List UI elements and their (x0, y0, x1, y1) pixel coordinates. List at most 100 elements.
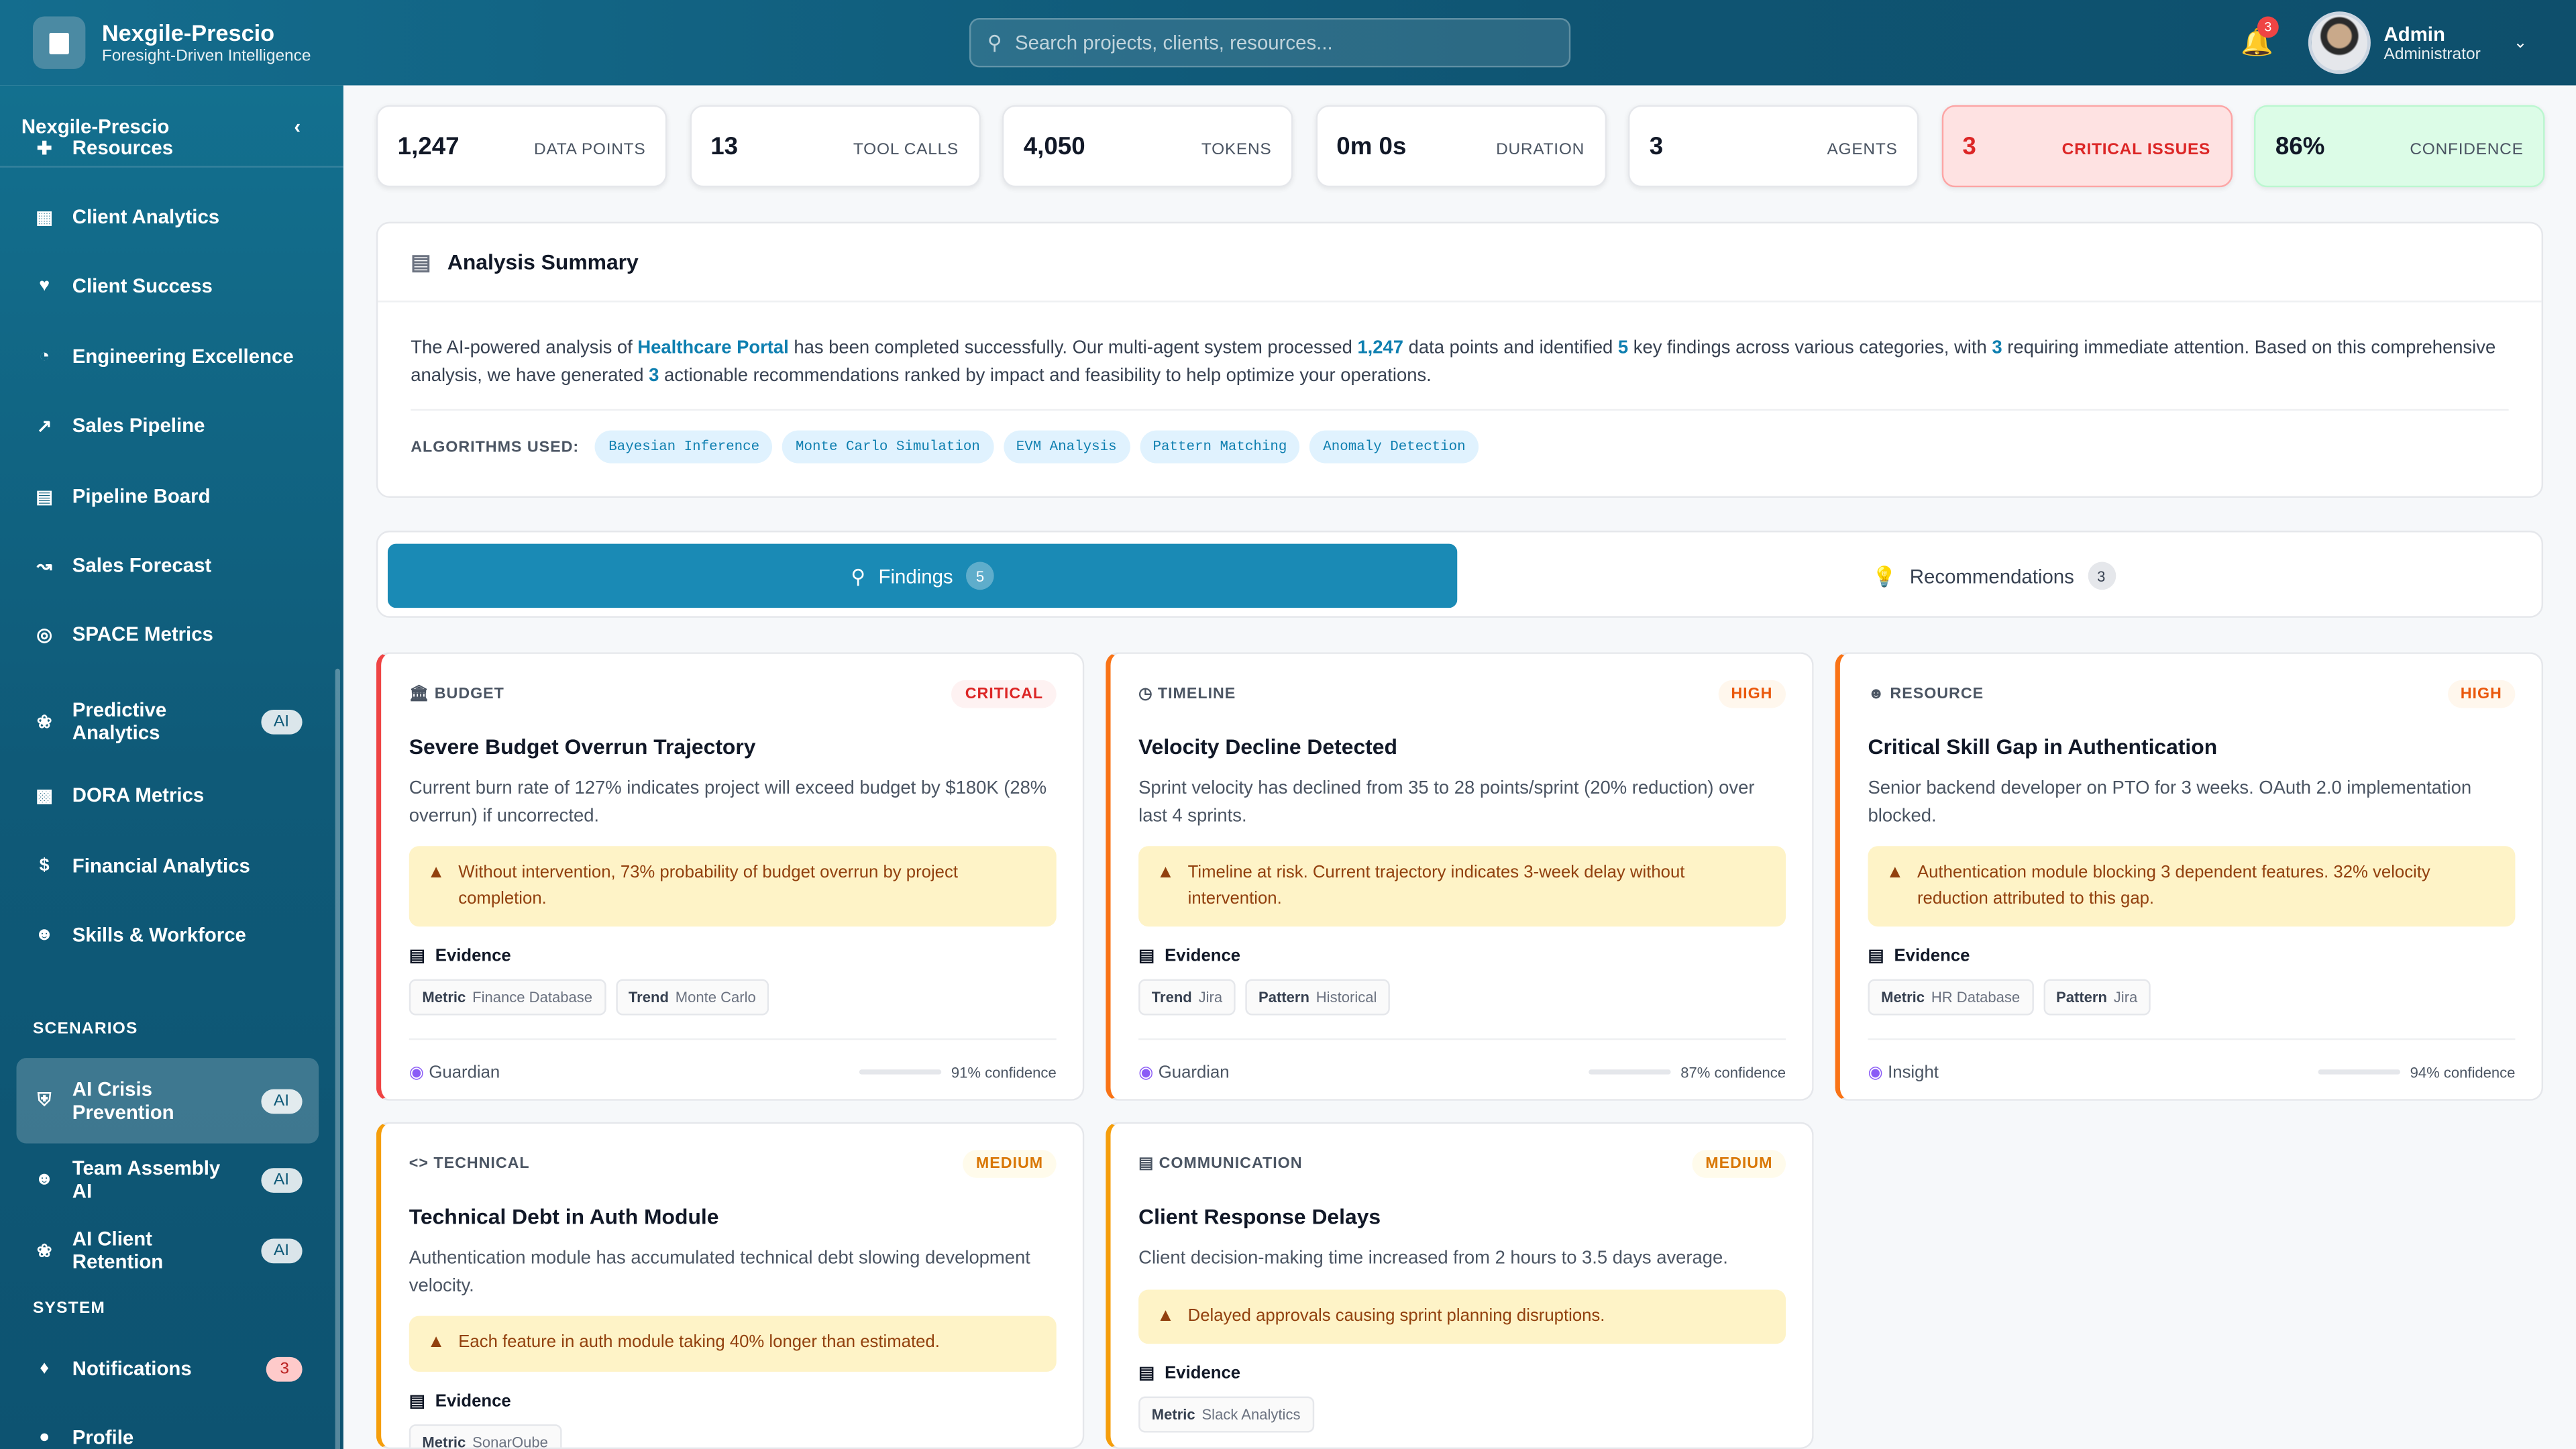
evidence-key: Metric (422, 1433, 466, 1449)
sidebar-item-label: Profile (72, 1426, 134, 1449)
finding-card[interactable]: ▤ COMMUNICATION MEDIUM Client Response Del… (1106, 1122, 1814, 1449)
evidence-chip: Trend Monte Carlo (615, 979, 769, 1016)
search-icon: ⚲ (987, 31, 1002, 54)
sidebar-item-notifications[interactable]: ♦ Notifications 3 (16, 1347, 319, 1390)
sidebar: Nexgile-Prescio ‹ ✚ Resources ▦ Client Analy… (0, 85, 343, 1449)
finding-card[interactable]: 🏛 BUDGET CRITICAL Severe Budget Overrun Tr… (376, 652, 1085, 1101)
sidebar-item-sales-pipeline[interactable]: ↗ Sales Pipeline (16, 404, 319, 447)
sidebar-item-label: SPACE Metrics (72, 623, 213, 646)
sidebar-item-engineering-excellence[interactable]: ◔ Engineering Excellence (16, 335, 319, 378)
sidebar-item-dora-metrics[interactable]: ▩ DORA Metrics (16, 773, 319, 816)
user-icon: ● (38, 1428, 50, 1448)
warning-box: ▲ Each feature in auth module taking 40% … (409, 1316, 1057, 1371)
category: ☻ RESOURCE (1868, 685, 1984, 703)
sidebar-item-skills-workforce[interactable]: ☻ Skills & Workforce (16, 914, 319, 957)
brain-icon: ❀ (36, 712, 52, 733)
sidebar-item-label: Skills & Workforce (72, 923, 246, 947)
board-icon: ▤ (36, 487, 53, 507)
summary-fragment: has been completed successfully. Our mul… (788, 338, 1358, 358)
confidence-bar (2318, 1069, 2400, 1075)
finding-card[interactable]: ☻ RESOURCE HIGH Critical Skill Gap in Auth… (1835, 652, 2544, 1101)
severity-badge: MEDIUM (963, 1150, 1057, 1178)
confidence-bar (1589, 1069, 1671, 1075)
users-icon: ☻ (34, 1169, 54, 1190)
summary-fragment: 1,247 (1357, 338, 1404, 358)
confidence-text: 94% confidence (2410, 1063, 2516, 1081)
sidebar-item-resources[interactable]: ✚ Resources (16, 127, 319, 170)
evidence-heading: ▤ Evidence (1868, 947, 2516, 966)
stat-label: AGENTS (1827, 140, 1898, 159)
sidebar-item-space-metrics[interactable]: ◎ SPACE Metrics (16, 612, 319, 655)
sidebar-item-pipeline-board[interactable]: ▤ Pipeline Board (16, 475, 319, 518)
search-input[interactable] (1014, 31, 1508, 54)
sidebar-item-team-assembly-ai[interactable]: ☻ Team Assembly AI AI (16, 1157, 319, 1203)
users-icon: ☻ (1868, 685, 1890, 704)
severity-badge: MEDIUM (1692, 1150, 1786, 1178)
checklist-icon: ▤ (409, 946, 426, 967)
collapse-sidebar-button[interactable]: ‹ (294, 114, 301, 138)
finding-title: Critical Skill Gap in Authentication (1868, 734, 2218, 759)
evidence-chip: Trend Jira (1138, 979, 1236, 1016)
chart-icon: ▩ (36, 786, 53, 806)
evidence-key: Trend (628, 989, 669, 1006)
user-menu[interactable]: Admin Administrator ⌄ (2308, 11, 2527, 74)
sidebar-item-sales-forecast[interactable]: ↝ Sales Forecast (16, 544, 319, 587)
algorithm-chip: Anomaly Detection (1309, 430, 1479, 464)
stat-value: 0m 0s (1336, 132, 1407, 160)
finding-description: Sprint velocity has declined from 35 to … (1138, 778, 1755, 826)
warning-icon: ▲ (1157, 1305, 1175, 1326)
finding-card[interactable]: <> TECHNICAL MEDIUM Technical Debt in Auth… (376, 1122, 1085, 1449)
sidebar-badge: AI (260, 708, 303, 734)
algorithm-chip: Pattern Matching (1139, 430, 1301, 464)
agent-name: Guardian (429, 1062, 500, 1082)
stat-label: DURATION (1496, 140, 1585, 159)
summary-fragment: actionable recommendations ranked by imp… (659, 365, 1432, 386)
sidebar-item-client-analytics[interactable]: ▦ Client Analytics (16, 195, 319, 238)
tab-findings[interactable]: ⚲ Findings 5 (387, 543, 1458, 608)
category-label: RESOURCE (1890, 685, 1984, 704)
evidence-source: Jira (2113, 989, 2138, 1006)
sidebar-item-client-success[interactable]: ♥ Client Success (16, 264, 319, 307)
sidebar-item-predictive-analytics[interactable]: ❀ Predictive Analytics AI (16, 688, 319, 754)
warning-icon: ▲ (1886, 862, 1904, 883)
evidence-chip: Pattern Jira (2043, 979, 2151, 1016)
sidebar-item-financial-analytics[interactable]: $ Financial Analytics (16, 845, 319, 888)
notification-bell-button[interactable]: 🔔 3 (2241, 16, 2279, 59)
category-label: TECHNICAL (433, 1155, 530, 1173)
project-link[interactable]: Healthcare Portal (637, 338, 789, 358)
search-bar[interactable]: ⚲ (969, 17, 1571, 68)
severity-badge: CRITICAL (952, 680, 1057, 708)
evidence-key: Pattern (1258, 989, 1309, 1006)
evidence-list: Trend Jira Pattern Historical (1138, 979, 1786, 1016)
agent: ◉ Guardian (409, 1062, 500, 1081)
sidebar-section-scenarios: SCENARIOS (32, 1020, 138, 1038)
sidebar-badge: AI (260, 1238, 303, 1263)
summary-fragment: requiring immediate attention. Based on … (411, 338, 2496, 386)
sidebar-item-profile[interactable]: ● Profile (16, 1416, 319, 1449)
sidebar-item-ai-crisis-prevention[interactable]: ⛨ AI Crisis Prevention AI (16, 1058, 319, 1144)
sidebar-item-ai-client-retention[interactable]: ❀ AI Client Retention AI (16, 1227, 319, 1273)
sidebar-item-label: Team Assembly AI (72, 1157, 221, 1203)
tab-label: Recommendations (1909, 564, 2074, 588)
sidebar-scrollbar[interactable] (335, 668, 340, 1449)
sidebar-section-system: SYSTEM (32, 1299, 106, 1318)
trend-icon: ↗ (36, 416, 52, 437)
finding-card[interactable]: ◷ TIMELINE HIGH Velocity Decline Detected S… (1106, 652, 1814, 1101)
finding-description: Client decision-making time increased fr… (1138, 1248, 1728, 1269)
user-role: Administrator (2383, 45, 2481, 64)
tab-count: 5 (966, 561, 994, 590)
analysis-summary-panel: ▤ Analysis Summary The AI-powered analysi… (376, 221, 2544, 498)
evidence-heading: ▤ Evidence (409, 1391, 1057, 1410)
confidence: 94% confidence (2318, 1064, 2515, 1080)
sidebar-item-label: Engineering Excellence (72, 345, 294, 368)
bell-icon: ♦ (40, 1358, 50, 1379)
evidence-list: Metric Finance Database Trend Monte Carlo (409, 979, 1057, 1016)
warning-box: ▲ Without intervention, 73% probability o… (409, 846, 1057, 927)
evidence-source: Finance Database (472, 989, 593, 1006)
summary-title: Analysis Summary (447, 250, 639, 274)
finding-description: Current burn rate of 127% indicates proj… (409, 778, 1047, 826)
agent-name: Guardian (1158, 1062, 1230, 1082)
card-header: 🏛 BUDGET CRITICAL (409, 680, 1057, 708)
tab-recommendations[interactable]: 💡 Recommendations 3 (1459, 544, 2528, 608)
confidence-text: 91% confidence (951, 1063, 1057, 1081)
